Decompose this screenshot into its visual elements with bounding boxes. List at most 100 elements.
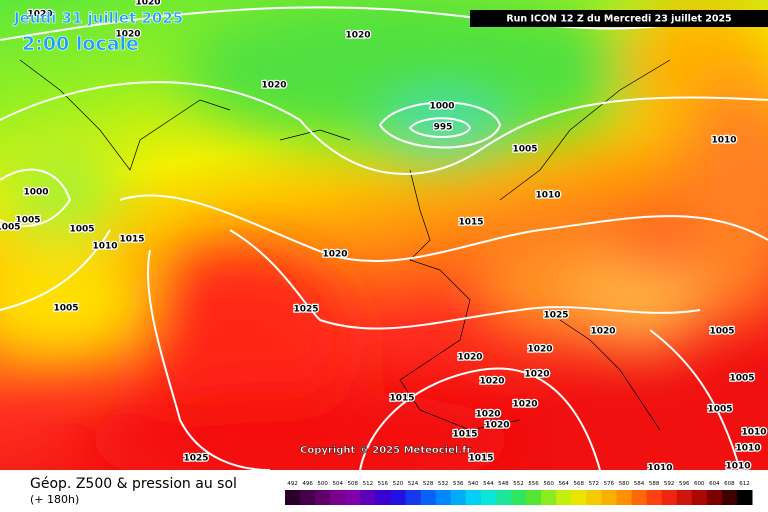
scale-swatch bbox=[706, 490, 723, 505]
scale-label: 548 bbox=[498, 481, 509, 487]
isobar-label: 1020 bbox=[512, 400, 537, 410]
scale-swatch bbox=[571, 490, 587, 505]
scale-label: 520 bbox=[393, 481, 404, 487]
isobar-label: 1005 bbox=[512, 145, 537, 155]
scale-swatch bbox=[736, 490, 753, 505]
copyright: Copyright © 2025 Meteociel.fr bbox=[300, 445, 471, 456]
chart-title: Géop. Z500 & pression au sol bbox=[30, 476, 237, 492]
scale-swatch bbox=[435, 490, 452, 505]
scale-label: 556 bbox=[528, 481, 539, 487]
scale-swatch bbox=[465, 490, 482, 505]
scale-label: 500 bbox=[317, 481, 328, 487]
isobar-label: 1005 bbox=[15, 216, 40, 226]
scale-label: 572 bbox=[589, 481, 600, 487]
isobar-label: 1020 bbox=[27, 10, 52, 20]
scale-label: 576 bbox=[604, 481, 615, 487]
scale-label: 564 bbox=[558, 481, 569, 487]
scale-label: 532 bbox=[438, 481, 449, 487]
scale-swatch bbox=[375, 490, 391, 505]
scale-swatch bbox=[556, 490, 572, 505]
isobar-label: 1010 bbox=[92, 242, 117, 252]
isobar-label: 1020 bbox=[475, 410, 500, 420]
scale-swatch bbox=[541, 490, 557, 505]
scale-swatch bbox=[526, 490, 542, 505]
isobar-label: 1015 bbox=[389, 394, 414, 404]
scale-label: 592 bbox=[664, 481, 675, 487]
map-field bbox=[0, 0, 768, 490]
isobar-label: 1005 bbox=[709, 327, 734, 337]
isobar-label: 1015 bbox=[452, 430, 477, 440]
scale-swatch bbox=[495, 490, 512, 505]
scale-label: 544 bbox=[483, 481, 494, 487]
scale-label: 612 bbox=[739, 481, 750, 487]
scale-label: 496 bbox=[302, 481, 313, 487]
scale-label: 516 bbox=[378, 481, 389, 487]
run-banner bbox=[470, 10, 768, 27]
lead-time: (+ 180h) bbox=[30, 493, 79, 506]
scale-swatch bbox=[345, 490, 361, 505]
isobar-label: 1020 bbox=[261, 81, 286, 91]
scale-label: 504 bbox=[332, 481, 343, 487]
scale-swatch bbox=[285, 490, 301, 505]
scale-label: 560 bbox=[543, 481, 554, 487]
scale-swatch bbox=[510, 490, 527, 505]
forecast-date: Jeudi 31 juillet 2025 bbox=[13, 9, 183, 27]
isobar-label: 1005 bbox=[0, 223, 21, 233]
isobar-label: 1025 bbox=[183, 454, 208, 464]
scale-label: 528 bbox=[423, 481, 434, 487]
scale-swatch bbox=[405, 490, 422, 505]
scale-swatch bbox=[420, 490, 437, 505]
scale-label: 492 bbox=[287, 481, 298, 487]
scale-swatch bbox=[480, 490, 497, 505]
isobar-label: 1000 bbox=[429, 102, 454, 112]
isobar-label: 1015 bbox=[119, 235, 144, 245]
run-info: Run ICON 12 Z du Mercredi 23 juillet 202… bbox=[506, 14, 731, 25]
isobar-label: 1025 bbox=[543, 311, 568, 321]
scale-label: 540 bbox=[468, 481, 479, 487]
isobar-label: 1010 bbox=[535, 191, 560, 201]
scale-swatch bbox=[300, 490, 316, 505]
isobar-label: 1010 bbox=[741, 428, 766, 438]
scale-swatch bbox=[601, 490, 617, 505]
scale-label: 608 bbox=[724, 481, 735, 487]
isobar-label: 1020 bbox=[479, 377, 504, 387]
scale-swatch bbox=[631, 490, 648, 505]
scale-swatch bbox=[390, 490, 407, 505]
isobar-label: 1020 bbox=[524, 370, 549, 380]
isobar-label: 1020 bbox=[135, 0, 160, 8]
scale-swatch bbox=[721, 490, 738, 505]
isobar-label: 1010 bbox=[711, 136, 736, 146]
scale-label: 588 bbox=[649, 481, 660, 487]
isobar-label: 1020 bbox=[484, 421, 509, 431]
isobar-label: 1015 bbox=[458, 218, 483, 228]
isobar-label: 1005 bbox=[69, 225, 94, 235]
scale-swatch bbox=[646, 490, 663, 505]
scale-swatch bbox=[616, 490, 632, 505]
scale-swatch bbox=[315, 490, 331, 505]
isobar-label: 1015 bbox=[468, 454, 493, 464]
scale-swatch bbox=[360, 490, 376, 505]
isobar-label: 1005 bbox=[53, 304, 78, 314]
isobar-label: 1005 bbox=[729, 374, 754, 384]
isobar-label: 995 bbox=[434, 123, 453, 133]
scale-label: 584 bbox=[634, 481, 645, 487]
scale-swatch bbox=[330, 490, 346, 505]
scale-label: 580 bbox=[619, 481, 630, 487]
scale-swatch bbox=[676, 490, 693, 505]
scale-label: 596 bbox=[679, 481, 690, 487]
scale-swatch bbox=[691, 490, 708, 505]
scale-swatch bbox=[661, 490, 678, 505]
scale-label: 600 bbox=[694, 481, 705, 487]
isobar-label: 1005 bbox=[707, 405, 732, 415]
scale-swatch bbox=[586, 490, 602, 505]
scale-label: 512 bbox=[363, 481, 374, 487]
scale-label: 508 bbox=[348, 481, 359, 487]
scale-label: 568 bbox=[574, 481, 585, 487]
isobar-label: 1020 bbox=[527, 345, 552, 355]
isobar-label: 1020 bbox=[457, 353, 482, 363]
isobar-label: 1010 bbox=[735, 444, 760, 454]
scale-swatch bbox=[450, 490, 467, 505]
isobar-label: 1000 bbox=[23, 188, 48, 198]
